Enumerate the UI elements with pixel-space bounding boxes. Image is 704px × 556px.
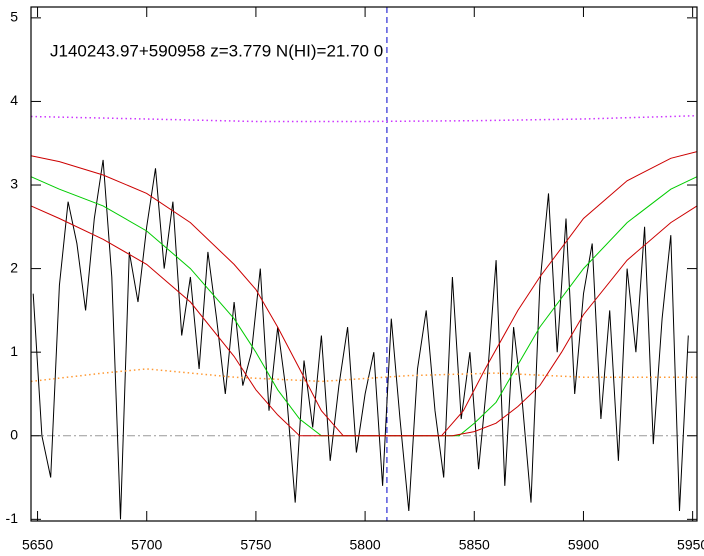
y-tick-label: 4 <box>10 92 18 108</box>
y-tick-label: 2 <box>10 259 18 275</box>
series-line <box>32 159 689 520</box>
y-tick-label: -1 <box>6 510 19 526</box>
series-line <box>30 205 698 437</box>
x-tick-label: 5900 <box>568 537 599 553</box>
chart-title: J140243.97+590958 z=3.779 N(HI)=21.70 0 <box>50 41 383 60</box>
x-tick-label: 5700 <box>131 537 162 553</box>
x-tick-label: 5750 <box>240 537 271 553</box>
y-tick-label: 3 <box>10 176 18 192</box>
x-tick-label: 5800 <box>350 537 381 553</box>
y-tick-label: 5 <box>10 9 18 25</box>
x-tick-label: 5950 <box>677 537 704 553</box>
plot-frame <box>30 6 698 522</box>
series-line <box>30 114 698 123</box>
x-tick-label: 5650 <box>22 537 53 553</box>
x-tick-label: 5850 <box>459 537 490 553</box>
y-tick-label: 1 <box>10 343 18 359</box>
y-tick-label: 0 <box>10 426 18 442</box>
